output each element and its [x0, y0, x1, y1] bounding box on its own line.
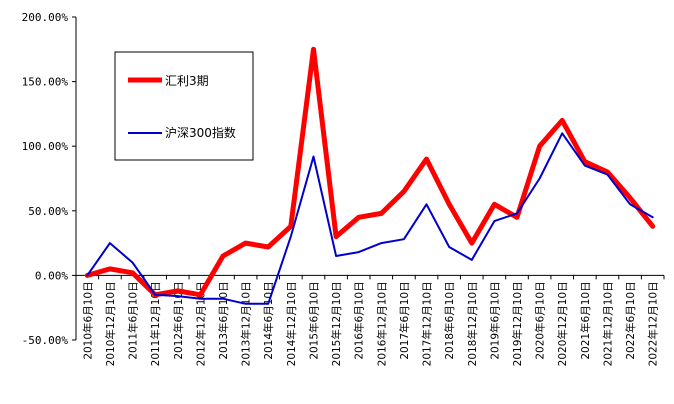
x-tick-label: 2010年6月10日 [81, 281, 94, 359]
x-tick-label: 2022年12月10日 [647, 281, 660, 366]
x-tick-label: 2020年12月10日 [556, 281, 569, 366]
x-tick-label: 2019年6月10日 [488, 281, 501, 359]
x-tick-label: 2017年6月10日 [398, 281, 411, 359]
x-tick-label: 2020年6月10日 [534, 281, 547, 359]
y-tick-label: 50.00% [28, 205, 68, 218]
x-tick-label: 2021年12月10日 [601, 281, 614, 366]
y-tick-label: 150.00% [22, 76, 69, 89]
x-tick-label: 2016年6月10日 [353, 281, 366, 359]
x-tick-label: 2012年6月10日 [172, 281, 185, 359]
x-tick-label: 2018年6月10日 [443, 281, 456, 359]
x-tick-label: 2018年12月10日 [466, 281, 479, 366]
legend-box [114, 51, 254, 161]
y-tick-label: -50.00% [22, 334, 69, 347]
y-tick-label: 0.00% [35, 269, 68, 282]
x-tick-label: 2014年12月10日 [285, 281, 298, 366]
legend-label-huili: 汇利3期 [165, 74, 209, 88]
y-tick-label: 100.00% [22, 140, 69, 153]
x-tick-label: 2012年12月10日 [194, 281, 207, 366]
x-tick-label: 2011年6月10日 [127, 281, 140, 359]
x-tick-label: 2010年12月10日 [104, 281, 117, 366]
x-tick-label: 2019年12月10日 [511, 281, 524, 366]
x-tick-label: 2017年12月10日 [421, 281, 434, 366]
x-tick-label: 2014年6月10日 [262, 281, 275, 359]
x-tick-label: 2013年12月10日 [240, 281, 253, 366]
x-tick-label: 2022年6月10日 [624, 281, 637, 359]
y-tick-label: 200.00% [22, 11, 69, 24]
x-tick-label: 2021年6月10日 [579, 281, 592, 359]
series-line-hs300 [86, 132, 654, 305]
x-tick-label: 2016年12月10日 [375, 281, 388, 366]
series-line-huili [84, 46, 656, 298]
x-tick-label: 2015年6月10日 [307, 281, 320, 359]
x-tick-label: 2011年12月10日 [149, 281, 162, 366]
legend-label-hs300: 沪深300指数 [165, 125, 236, 140]
x-tick-label: 2013年6月10日 [217, 281, 230, 359]
x-tick-label: 2015年12月10日 [330, 281, 343, 366]
